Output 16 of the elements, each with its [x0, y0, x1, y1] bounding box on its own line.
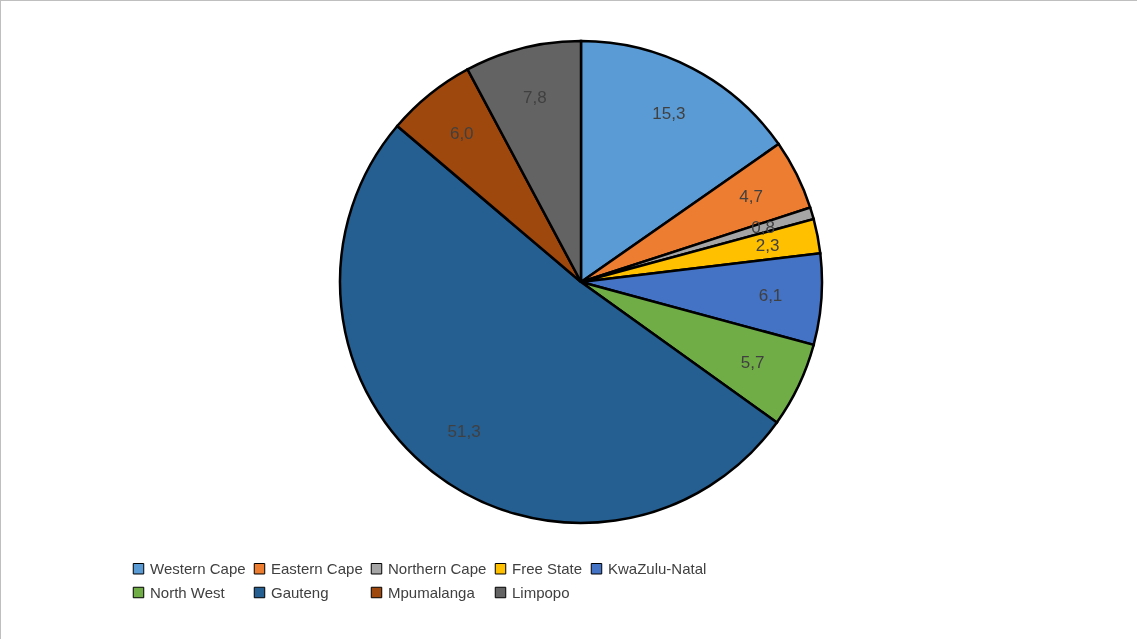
legend-label: Free State	[512, 559, 583, 577]
data-label: 2,3	[755, 235, 780, 255]
data-label: 6,0	[449, 124, 474, 144]
legend-label: Eastern Cape	[271, 559, 363, 577]
data-label: 5,7	[740, 353, 765, 373]
data-label: 51,3	[447, 421, 481, 441]
data-label: 6,1	[758, 285, 783, 305]
legend-label: KwaZulu-Natal	[608, 559, 707, 577]
data-label: 15,3	[652, 103, 686, 123]
data-label: 4,7	[739, 187, 763, 207]
legend-label: Northern Cape	[388, 559, 487, 577]
legend-label: Gauteng	[271, 583, 329, 601]
legend-label: Western Cape	[150, 559, 246, 577]
legend-label: Limpopo	[512, 583, 570, 601]
legend-label: Mpumalanga	[388, 583, 476, 601]
legend-label: North West	[150, 583, 226, 601]
